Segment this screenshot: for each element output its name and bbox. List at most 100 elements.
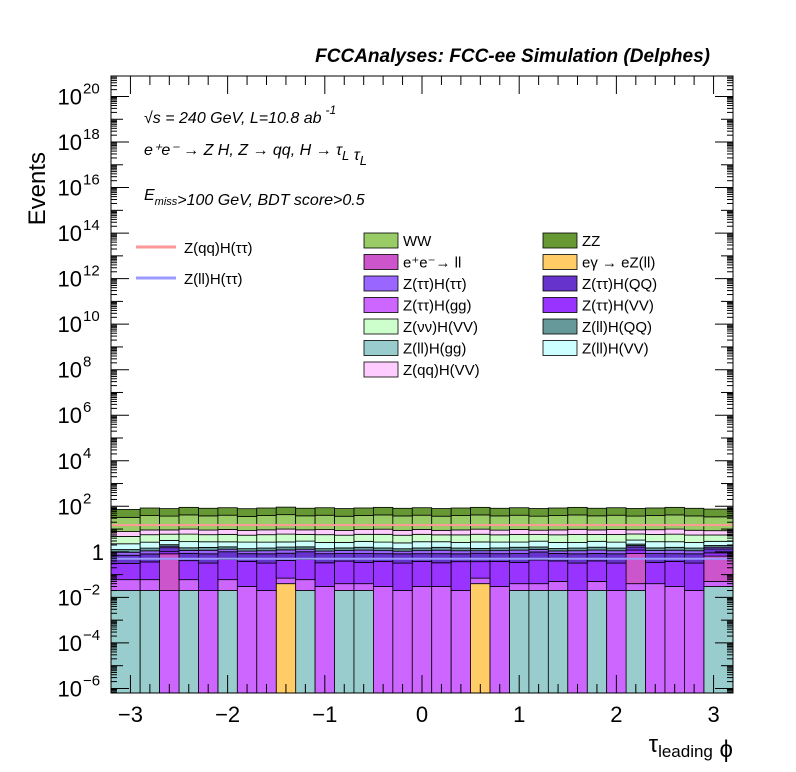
legend-swatch <box>542 254 578 270</box>
x-axis-label: τleading ϕ <box>649 731 733 763</box>
y-tick-label: 10 <box>58 585 82 610</box>
bar <box>198 507 219 517</box>
bar <box>373 514 394 530</box>
bar <box>567 590 588 694</box>
bar <box>392 542 413 550</box>
bar <box>664 549 685 555</box>
bar <box>470 577 491 585</box>
bar <box>159 547 180 553</box>
bar <box>470 506 491 516</box>
bar <box>314 514 335 531</box>
overlay-lines <box>111 524 733 560</box>
bar <box>547 534 569 543</box>
y-tick-label-exponent: 14 <box>83 217 100 234</box>
bar <box>334 530 355 536</box>
bar <box>178 541 199 549</box>
bar <box>606 562 627 591</box>
bar <box>664 533 685 543</box>
bar <box>353 540 374 548</box>
bar <box>567 514 588 530</box>
bar <box>489 529 510 536</box>
bar <box>178 528 199 535</box>
legend-swatch <box>363 232 399 249</box>
bar <box>470 552 491 563</box>
bar <box>256 541 277 549</box>
bar <box>664 561 685 587</box>
bar <box>256 550 277 555</box>
bar <box>373 528 394 535</box>
bar <box>275 583 297 694</box>
bar <box>178 579 199 591</box>
bar <box>139 579 160 591</box>
x-tick-label: −3 <box>118 702 143 727</box>
bar <box>431 529 452 536</box>
bar <box>489 547 510 552</box>
bar <box>373 550 394 555</box>
bar <box>198 549 219 555</box>
bar <box>645 507 666 516</box>
bar <box>664 528 685 535</box>
bar <box>606 550 627 555</box>
bar <box>431 541 452 548</box>
bar <box>217 541 238 548</box>
bar <box>178 533 199 543</box>
bar <box>567 506 588 516</box>
histogram-bars <box>110 506 734 694</box>
bar <box>528 583 549 591</box>
bar <box>373 506 394 516</box>
bar <box>275 514 297 530</box>
bar <box>528 559 549 585</box>
y-tick-label: 10 <box>58 403 82 428</box>
bar <box>625 549 646 554</box>
legend-swatch <box>363 361 399 378</box>
bar <box>567 547 588 552</box>
y-tick-label: 10 <box>58 312 82 337</box>
bar <box>334 534 355 543</box>
bar <box>256 534 277 543</box>
bar <box>295 507 316 517</box>
bar <box>567 550 588 555</box>
bar <box>489 550 510 555</box>
bar <box>295 579 316 591</box>
bar <box>509 541 530 548</box>
bar <box>567 542 588 549</box>
bar <box>236 586 258 694</box>
bar <box>178 506 199 516</box>
bar <box>645 583 666 694</box>
y-tick-label-exponent: 12 <box>83 263 100 280</box>
bar <box>373 541 394 549</box>
bar <box>217 533 238 543</box>
bar <box>411 561 433 587</box>
bar <box>547 581 569 591</box>
bar <box>256 547 277 552</box>
bar <box>664 514 685 530</box>
y-tick-label-exponent: 16 <box>83 172 100 189</box>
bar <box>139 529 160 536</box>
bar <box>645 541 666 549</box>
bar <box>275 541 297 548</box>
bar <box>586 534 608 542</box>
bar <box>198 534 219 543</box>
bar <box>256 515 277 531</box>
y-tick-label-exponent: 2 <box>83 490 91 507</box>
bar <box>392 534 413 544</box>
bar <box>275 533 297 543</box>
bar <box>586 553 608 562</box>
bar <box>236 541 258 550</box>
y-tick-label-exponent: 10 <box>83 308 100 325</box>
bar <box>450 561 471 591</box>
y-tick-label: 10 <box>58 221 82 246</box>
bar <box>334 560 355 585</box>
bar <box>684 529 705 536</box>
bar <box>528 534 549 542</box>
legend-swatch <box>542 275 578 292</box>
bar <box>198 590 219 694</box>
bar <box>528 540 549 548</box>
bar <box>567 534 588 543</box>
x-axis-ticks <box>110 76 734 693</box>
bar <box>586 515 608 531</box>
bar <box>353 583 374 591</box>
y-tick-label: 10 <box>58 267 82 292</box>
legend-label: Z(ττ)H(gg) <box>403 298 472 315</box>
series-ww <box>110 514 734 532</box>
